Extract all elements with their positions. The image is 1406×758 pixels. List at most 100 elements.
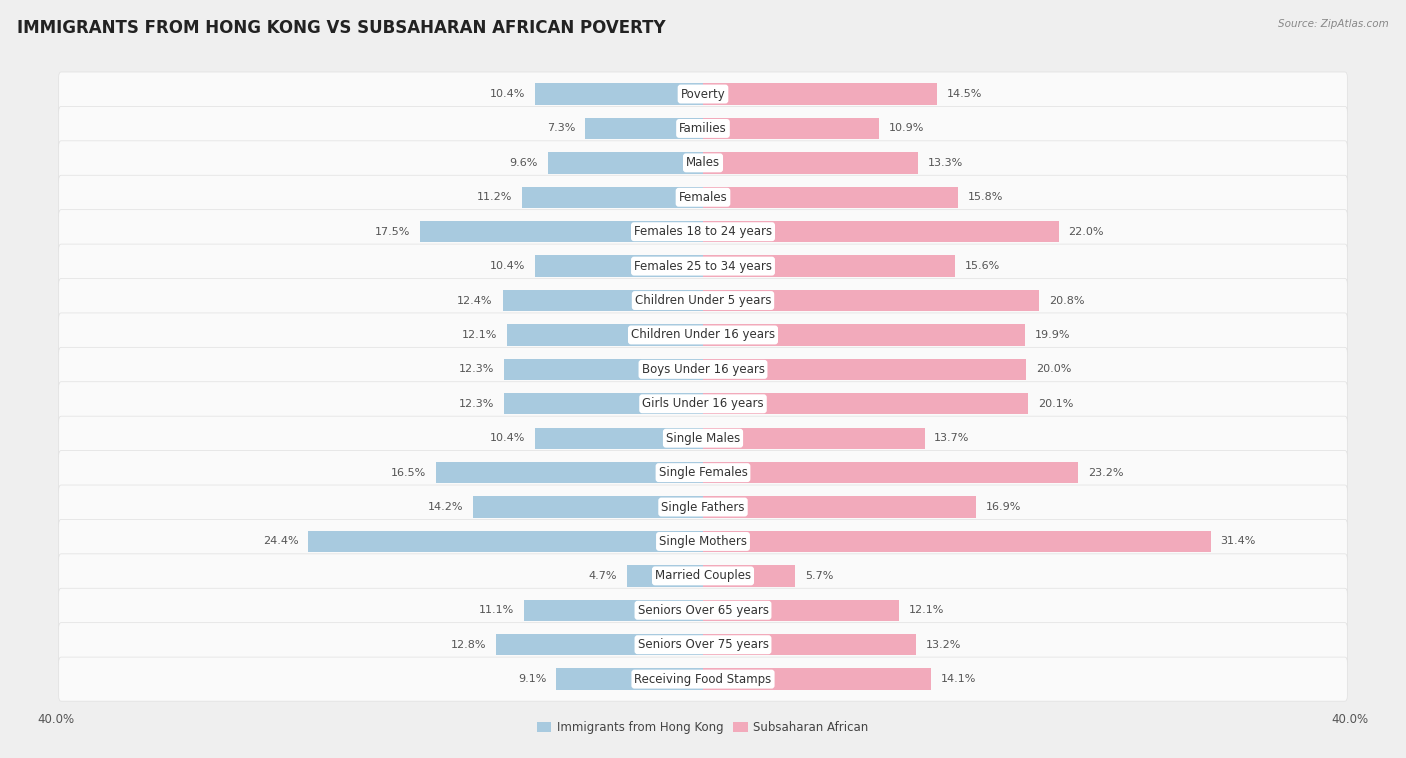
Bar — [703, 565, 796, 587]
Text: 14.2%: 14.2% — [429, 502, 464, 512]
Text: Children Under 5 years: Children Under 5 years — [634, 294, 772, 307]
Text: Married Couples: Married Couples — [655, 569, 751, 582]
Text: 4.7%: 4.7% — [589, 571, 617, 581]
FancyBboxPatch shape — [59, 244, 1347, 288]
Text: 20.0%: 20.0% — [1036, 365, 1071, 374]
Bar — [496, 634, 703, 656]
Text: 20.8%: 20.8% — [1049, 296, 1084, 305]
Bar — [523, 600, 703, 621]
Text: 11.1%: 11.1% — [478, 606, 513, 615]
Bar — [703, 496, 976, 518]
Bar — [534, 428, 703, 449]
Bar — [505, 359, 703, 380]
FancyBboxPatch shape — [59, 141, 1347, 185]
Text: 12.1%: 12.1% — [908, 606, 943, 615]
Text: 23.2%: 23.2% — [1088, 468, 1123, 478]
Bar — [508, 324, 703, 346]
Text: 9.1%: 9.1% — [517, 674, 546, 684]
Bar — [522, 186, 703, 208]
FancyBboxPatch shape — [59, 622, 1347, 667]
Bar — [703, 428, 925, 449]
Text: 10.4%: 10.4% — [489, 261, 526, 271]
Bar — [502, 290, 703, 312]
Bar — [703, 359, 1026, 380]
Bar — [703, 290, 1039, 312]
Text: 14.1%: 14.1% — [941, 674, 976, 684]
FancyBboxPatch shape — [59, 519, 1347, 563]
Text: Seniors Over 75 years: Seniors Over 75 years — [637, 638, 769, 651]
FancyBboxPatch shape — [59, 485, 1347, 529]
Text: 14.5%: 14.5% — [948, 89, 983, 99]
Text: 20.1%: 20.1% — [1038, 399, 1073, 409]
Bar — [703, 634, 917, 656]
FancyBboxPatch shape — [59, 588, 1347, 632]
Text: 5.7%: 5.7% — [804, 571, 834, 581]
FancyBboxPatch shape — [59, 416, 1347, 460]
Text: 10.4%: 10.4% — [489, 434, 526, 443]
Bar — [703, 221, 1059, 243]
Bar — [420, 221, 703, 243]
FancyBboxPatch shape — [59, 450, 1347, 495]
FancyBboxPatch shape — [59, 210, 1347, 254]
Bar — [703, 152, 918, 174]
Text: Boys Under 16 years: Boys Under 16 years — [641, 363, 765, 376]
Text: Females 18 to 24 years: Females 18 to 24 years — [634, 225, 772, 238]
Text: Single Mothers: Single Mothers — [659, 535, 747, 548]
FancyBboxPatch shape — [59, 278, 1347, 323]
Bar — [703, 255, 955, 277]
Text: 17.5%: 17.5% — [375, 227, 411, 236]
Text: 15.8%: 15.8% — [969, 193, 1004, 202]
Bar — [505, 393, 703, 415]
Text: 12.4%: 12.4% — [457, 296, 494, 305]
Text: Families: Families — [679, 122, 727, 135]
Text: Males: Males — [686, 156, 720, 169]
Bar — [555, 669, 703, 690]
Bar — [703, 186, 959, 208]
Text: 10.4%: 10.4% — [489, 89, 526, 99]
FancyBboxPatch shape — [59, 313, 1347, 357]
Text: Poverty: Poverty — [681, 87, 725, 101]
Bar — [308, 531, 703, 552]
Text: Children Under 16 years: Children Under 16 years — [631, 328, 775, 341]
Bar — [534, 255, 703, 277]
Bar — [703, 669, 931, 690]
Text: Single Males: Single Males — [666, 432, 740, 445]
Text: 19.9%: 19.9% — [1035, 330, 1070, 340]
Bar — [627, 565, 703, 587]
FancyBboxPatch shape — [59, 657, 1347, 701]
Text: 13.2%: 13.2% — [927, 640, 962, 650]
Text: Receiving Food Stamps: Receiving Food Stamps — [634, 672, 772, 686]
Legend: Immigrants from Hong Kong, Subsaharan African: Immigrants from Hong Kong, Subsaharan Af… — [537, 721, 869, 734]
Text: 16.5%: 16.5% — [391, 468, 426, 478]
Bar — [585, 117, 703, 139]
Bar — [703, 393, 1028, 415]
Text: 12.3%: 12.3% — [458, 399, 495, 409]
Bar — [703, 117, 879, 139]
Bar — [703, 324, 1025, 346]
Text: Source: ZipAtlas.com: Source: ZipAtlas.com — [1278, 19, 1389, 29]
Text: 9.6%: 9.6% — [510, 158, 538, 168]
Text: IMMIGRANTS FROM HONG KONG VS SUBSAHARAN AFRICAN POVERTY: IMMIGRANTS FROM HONG KONG VS SUBSAHARAN … — [17, 19, 665, 37]
FancyBboxPatch shape — [59, 106, 1347, 151]
Text: 24.4%: 24.4% — [263, 537, 298, 547]
FancyBboxPatch shape — [59, 347, 1347, 391]
Bar — [548, 152, 703, 174]
FancyBboxPatch shape — [59, 72, 1347, 116]
Text: 11.2%: 11.2% — [477, 193, 512, 202]
Text: 31.4%: 31.4% — [1220, 537, 1256, 547]
Text: 13.3%: 13.3% — [928, 158, 963, 168]
FancyBboxPatch shape — [59, 382, 1347, 426]
FancyBboxPatch shape — [59, 554, 1347, 598]
Text: 16.9%: 16.9% — [986, 502, 1021, 512]
Text: 12.1%: 12.1% — [463, 330, 498, 340]
Text: 12.8%: 12.8% — [451, 640, 486, 650]
Bar — [703, 531, 1211, 552]
Bar — [703, 462, 1078, 484]
Bar — [703, 83, 938, 105]
Text: 22.0%: 22.0% — [1069, 227, 1104, 236]
Text: 7.3%: 7.3% — [547, 124, 575, 133]
Bar — [703, 600, 898, 621]
Bar — [436, 462, 703, 484]
Text: 10.9%: 10.9% — [889, 124, 924, 133]
Text: Single Fathers: Single Fathers — [661, 500, 745, 513]
